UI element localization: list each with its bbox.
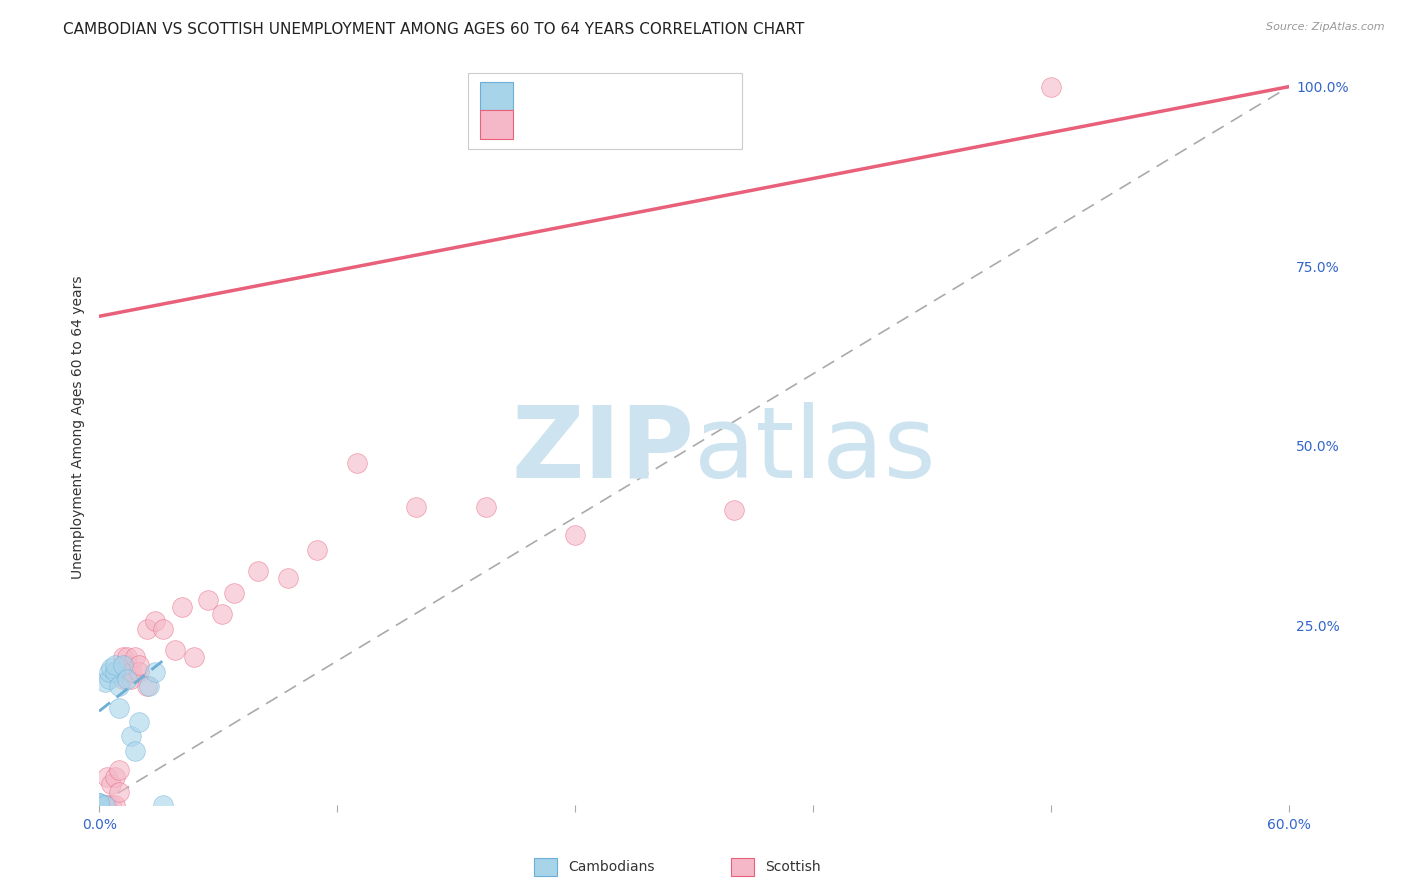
Point — [96, 770, 118, 784]
Point — [104, 665, 127, 679]
Point — [222, 585, 245, 599]
Point — [120, 665, 142, 679]
Point — [89, 797, 111, 812]
Point — [89, 797, 111, 812]
Bar — [479, 81, 513, 111]
Point — [405, 500, 427, 514]
Point — [89, 796, 111, 810]
Point — [89, 797, 111, 812]
Point — [89, 797, 111, 812]
Point — [89, 796, 111, 810]
Point — [89, 796, 111, 810]
Point — [120, 729, 142, 743]
Text: atlas: atlas — [695, 401, 936, 499]
Point — [115, 650, 138, 665]
Point — [135, 622, 157, 636]
Point — [152, 622, 174, 636]
Point — [346, 457, 368, 471]
Point — [307, 542, 329, 557]
Point — [89, 797, 111, 812]
Text: Scottish: Scottish — [765, 860, 821, 874]
Text: Source: ZipAtlas.com: Source: ZipAtlas.com — [1267, 22, 1385, 32]
Point — [104, 657, 127, 672]
Point — [100, 777, 122, 791]
Point — [108, 700, 131, 714]
Point — [128, 714, 150, 729]
Text: ZIP: ZIP — [512, 401, 695, 499]
Point — [108, 679, 131, 693]
Point — [111, 672, 134, 686]
Point — [108, 784, 131, 798]
Point — [89, 797, 111, 812]
Point — [104, 797, 127, 812]
Y-axis label: Unemployment Among Ages 60 to 64 years: Unemployment Among Ages 60 to 64 years — [72, 276, 86, 579]
Point — [138, 679, 160, 693]
Point — [197, 593, 219, 607]
Point — [124, 744, 146, 758]
Point — [211, 607, 233, 622]
Point — [120, 672, 142, 686]
Point — [475, 500, 498, 514]
Point — [89, 797, 111, 812]
Point — [98, 665, 121, 679]
Point — [135, 679, 157, 693]
Point — [96, 797, 118, 812]
Point — [1040, 79, 1063, 94]
Point — [94, 797, 117, 812]
Text: N = 23: N = 23 — [634, 87, 693, 105]
Point — [89, 797, 111, 812]
Text: N = 45: N = 45 — [634, 116, 693, 134]
Point — [277, 571, 299, 585]
Point — [128, 657, 150, 672]
Text: Cambodians: Cambodians — [568, 860, 655, 874]
Text: R = 0.490: R = 0.490 — [526, 87, 609, 105]
Text: CAMBODIAN VS SCOTTISH UNEMPLOYMENT AMONG AGES 60 TO 64 YEARS CORRELATION CHART: CAMBODIAN VS SCOTTISH UNEMPLOYMENT AMONG… — [63, 22, 804, 37]
Point — [94, 675, 117, 690]
Point — [111, 657, 134, 672]
Point — [183, 650, 205, 665]
FancyBboxPatch shape — [468, 73, 742, 149]
Point — [98, 672, 121, 686]
Point — [115, 672, 138, 686]
Point — [124, 650, 146, 665]
Point — [172, 600, 194, 615]
Point — [115, 657, 138, 672]
Point — [128, 665, 150, 679]
Point — [163, 643, 186, 657]
Point — [143, 615, 166, 629]
Bar — [479, 111, 513, 139]
Point — [89, 797, 111, 812]
Point — [104, 770, 127, 784]
Point — [100, 661, 122, 675]
Point — [564, 528, 586, 542]
Point — [91, 797, 114, 812]
Point — [91, 797, 114, 812]
Point — [152, 797, 174, 812]
Point — [246, 564, 269, 578]
Point — [111, 650, 134, 665]
Point — [723, 503, 745, 517]
Point — [100, 797, 122, 812]
Point — [143, 665, 166, 679]
Text: R = 0.544: R = 0.544 — [526, 116, 609, 134]
Point — [91, 797, 114, 812]
Point — [108, 763, 131, 777]
